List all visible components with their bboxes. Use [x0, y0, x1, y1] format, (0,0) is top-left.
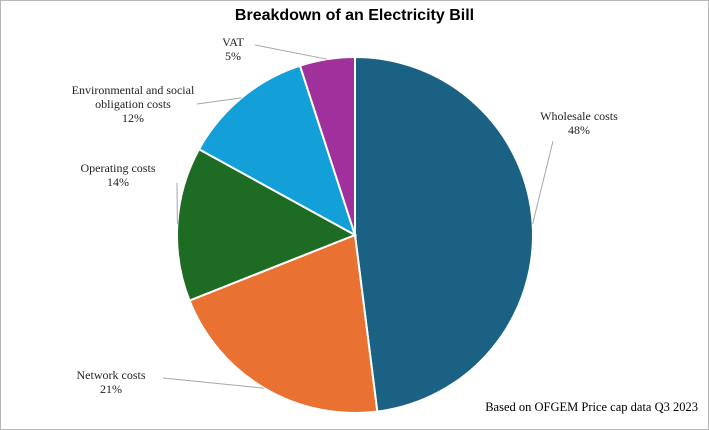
data-label: Network costs 21%	[51, 368, 171, 396]
leader-line	[532, 140, 554, 224]
source-note: Based on OFGEM Price cap data Q3 2023	[485, 400, 698, 414]
category-label: Network costs	[76, 368, 146, 382]
value-label: 5%	[225, 49, 241, 63]
category-label: Wholesale costs	[540, 109, 618, 123]
value-label: 12%	[122, 111, 144, 125]
value-label: 48%	[568, 123, 590, 137]
pie-slice	[298, 55, 356, 236]
category-label: VAT	[222, 35, 244, 49]
pie-slice	[188, 233, 379, 414]
pie-slice	[354, 55, 534, 413]
chart-title: Breakdown of an Electricity Bill	[234, 7, 475, 24]
category-label: Environmental and social obligation cost…	[71, 83, 195, 111]
data-label: Environmental and social obligation cost…	[68, 83, 198, 125]
data-label: Operating costs 14%	[58, 161, 178, 189]
value-label: 14%	[107, 175, 129, 189]
category-label: Operating costs	[80, 161, 156, 175]
leader-line	[196, 97, 242, 105]
data-label: Wholesale costs 48%	[519, 109, 639, 137]
data-label: VAT 5%	[203, 35, 263, 63]
pie-slice	[197, 64, 357, 238]
leader-line	[254, 44, 328, 60]
leader-line	[162, 377, 265, 389]
pie-slice	[176, 147, 358, 302]
value-label: 21%	[100, 382, 122, 396]
